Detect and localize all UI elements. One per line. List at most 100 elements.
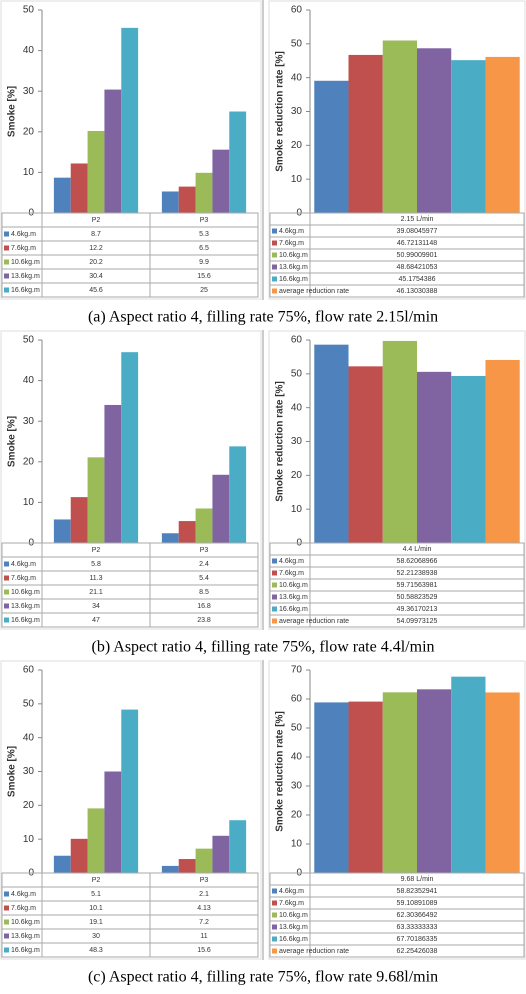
legend-label: 4.6kg.m bbox=[11, 891, 36, 898]
table-value: 58.62068966 bbox=[397, 558, 438, 565]
table-value: 8.7 bbox=[91, 231, 101, 238]
legend-swatch bbox=[4, 589, 9, 595]
y-tick-label: 50 bbox=[291, 723, 303, 734]
legend-swatch bbox=[272, 288, 277, 294]
bar bbox=[87, 808, 105, 873]
table-value: 20.2 bbox=[89, 259, 103, 266]
legend-label: 10.6kg.m bbox=[11, 259, 40, 266]
table-value: 4.13 bbox=[197, 905, 211, 912]
legend-label: 10.6kg.m bbox=[279, 582, 308, 589]
legend-label: 13.6kg.m bbox=[11, 603, 40, 610]
table-value: 52.21238938 bbox=[397, 570, 438, 577]
legend-label: 7.6kg.m bbox=[279, 570, 304, 577]
legend-label: 10.6kg.m bbox=[11, 589, 40, 596]
legend-label: 16.6kg.m bbox=[279, 276, 308, 283]
bar bbox=[121, 709, 139, 873]
table-value: 5.3 bbox=[199, 231, 209, 238]
legend-swatch bbox=[272, 948, 277, 954]
bar bbox=[314, 80, 349, 214]
table-value: 63.33333333 bbox=[397, 924, 438, 931]
y-tick-label: 30 bbox=[23, 86, 35, 97]
y-tick-label: 20 bbox=[23, 456, 35, 467]
legend-swatch bbox=[272, 264, 277, 270]
legend-swatch bbox=[4, 287, 9, 293]
bar bbox=[212, 835, 230, 873]
table-value: 11 bbox=[200, 933, 207, 940]
table-value: 23.8 bbox=[197, 617, 211, 624]
legend-swatch bbox=[272, 888, 277, 894]
y-tick-label: 50 bbox=[23, 335, 35, 346]
legend-swatch bbox=[4, 561, 9, 567]
y-tick-label: 10 bbox=[23, 497, 35, 508]
y-tick-label: 10 bbox=[291, 504, 303, 515]
y-tick-label: 60 bbox=[291, 335, 303, 346]
legend-label: 13.6kg.m bbox=[279, 264, 308, 271]
y-tick-label: 40 bbox=[291, 72, 303, 83]
table-value: 50.58823529 bbox=[397, 594, 438, 601]
y-tick-label: 10 bbox=[23, 834, 35, 845]
table-value: 15.6 bbox=[197, 273, 211, 280]
legend-swatch bbox=[272, 606, 277, 612]
table-value: 62.30366492 bbox=[397, 912, 438, 919]
bar bbox=[229, 111, 247, 213]
legend-swatch bbox=[4, 603, 9, 609]
table-value: 30 bbox=[92, 933, 100, 940]
legend-label: average reduction rate bbox=[279, 288, 349, 295]
legend-label: 7.6kg.m bbox=[11, 905, 36, 912]
legend-label: 13.6kg.m bbox=[11, 933, 40, 940]
y-axis-label: Smoke reduction rate [%] bbox=[275, 381, 286, 502]
bar bbox=[70, 838, 88, 873]
bar bbox=[229, 446, 247, 543]
y-tick-label: 20 bbox=[23, 126, 35, 137]
table-value: 16.8 bbox=[197, 603, 211, 610]
bar bbox=[451, 676, 486, 873]
bar bbox=[382, 340, 417, 543]
bar bbox=[178, 186, 196, 213]
legend-label: average reduction rate bbox=[279, 618, 349, 625]
table-value: 47 bbox=[92, 617, 100, 624]
bar bbox=[229, 820, 247, 873]
x-tick-label: 9.68 L/min bbox=[401, 876, 434, 883]
x-tick-label: P3 bbox=[200, 877, 209, 884]
table-value: 15.6 bbox=[197, 947, 211, 954]
table-value: 25 bbox=[200, 287, 208, 294]
table-value: 54.09973125 bbox=[397, 618, 438, 625]
legend-swatch bbox=[272, 924, 277, 930]
x-tick-label: P2 bbox=[92, 547, 101, 554]
legend-label: 10.6kg.m bbox=[11, 919, 40, 926]
caption: (b) Aspect ratio 4, filling rate 75%, fl… bbox=[91, 639, 434, 656]
y-tick-label: 40 bbox=[291, 752, 303, 763]
table-value: 45.1754386 bbox=[399, 276, 436, 283]
table-value: 62.25426038 bbox=[397, 948, 438, 955]
bar bbox=[417, 371, 452, 543]
bar bbox=[195, 172, 213, 213]
bar bbox=[87, 130, 105, 213]
y-tick-label: 10 bbox=[23, 167, 35, 178]
table-value: 7.2 bbox=[199, 919, 209, 926]
legend-label: 10.6kg.m bbox=[279, 912, 308, 919]
y-tick-label: 40 bbox=[23, 375, 35, 386]
legend-swatch bbox=[272, 594, 277, 600]
bar bbox=[417, 48, 452, 213]
y-tick-label: 10 bbox=[291, 839, 303, 850]
legend-label: 7.6kg.m bbox=[279, 240, 304, 247]
legend-label: 4.6kg.m bbox=[279, 558, 304, 565]
data-table bbox=[269, 542, 525, 628]
data-table bbox=[269, 872, 525, 958]
legend-label: 13.6kg.m bbox=[279, 594, 308, 601]
table-value: 19.1 bbox=[89, 919, 103, 926]
legend-swatch bbox=[4, 933, 9, 939]
y-tick-label: 30 bbox=[291, 106, 303, 117]
bar bbox=[212, 474, 230, 543]
bar bbox=[485, 56, 520, 213]
table-value: 59.71563981 bbox=[397, 582, 438, 589]
legend-swatch bbox=[272, 582, 277, 588]
data-table bbox=[269, 212, 525, 298]
y-tick-label: 50 bbox=[23, 698, 35, 709]
legend-swatch bbox=[4, 231, 9, 237]
table-value: 46.72131148 bbox=[397, 240, 437, 247]
bar bbox=[485, 692, 520, 873]
caption: (c) Aspect ratio 4, filling rate 75%, fl… bbox=[88, 969, 438, 986]
legend-swatch bbox=[272, 900, 277, 906]
